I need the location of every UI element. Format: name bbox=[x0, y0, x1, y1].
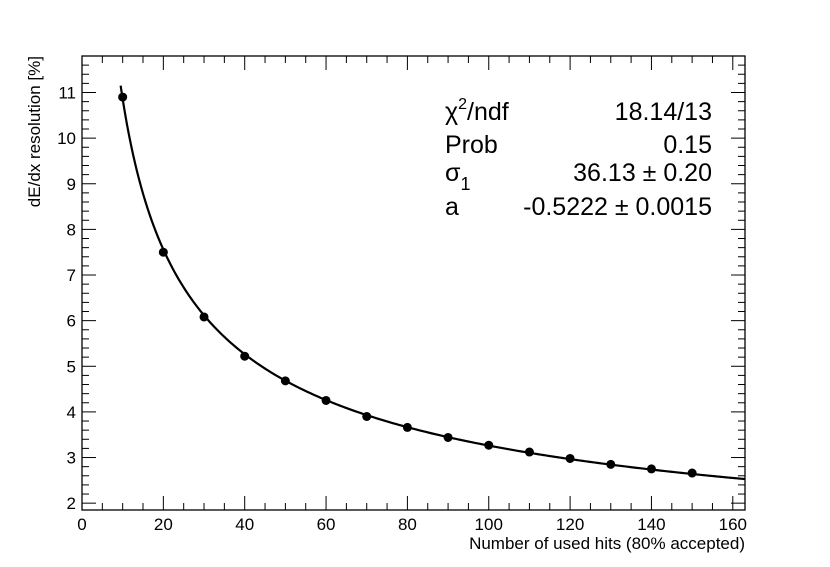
y-axis-title: dE/dx resolution [%] bbox=[25, 56, 44, 207]
y-tick-label: 5 bbox=[67, 357, 76, 376]
data-point bbox=[443, 432, 453, 442]
fit-stats-box: χ2/ndf 18.14/13 Prob 0.15 σ1 36.13 ± 0.2… bbox=[445, 96, 712, 221]
fit-curve bbox=[119, 85, 746, 481]
x-tick-label: 60 bbox=[317, 515, 336, 534]
y-tick-label: 8 bbox=[67, 220, 76, 239]
data-point bbox=[565, 453, 575, 463]
data-point bbox=[524, 447, 534, 457]
y-tick-label: 2 bbox=[67, 494, 76, 513]
axis-ticks bbox=[81, 55, 745, 510]
stat-prob-label: Prob bbox=[445, 131, 498, 159]
x-axis-title: Number of used hits (80% accepted) bbox=[469, 534, 745, 553]
stat-sigma1-label: σ1 bbox=[445, 159, 470, 194]
y-tick-label: 10 bbox=[57, 129, 76, 148]
stat-chi2-value: 18.14/13 bbox=[615, 98, 712, 126]
stat-prob-value: 0.15 bbox=[663, 131, 712, 159]
y-tick-label: 4 bbox=[67, 403, 76, 422]
data-point bbox=[118, 92, 128, 102]
stat-sigma1-value: 36.13 ± 0.20 bbox=[573, 159, 712, 187]
x-tick-label: 20 bbox=[154, 515, 173, 534]
x-tick-label: 140 bbox=[637, 515, 665, 534]
data-point bbox=[402, 422, 412, 432]
plot-frame bbox=[81, 55, 746, 511]
y-tick-label: 11 bbox=[58, 84, 76, 103]
data-point bbox=[646, 464, 656, 474]
data-points bbox=[118, 92, 697, 478]
x-tick-label: 80 bbox=[398, 515, 417, 534]
data-point bbox=[158, 247, 168, 257]
data-point bbox=[484, 440, 494, 450]
y-tick-label: 6 bbox=[67, 312, 76, 331]
data-point bbox=[199, 312, 209, 322]
y-tick-label: 9 bbox=[67, 175, 76, 194]
stat-chi2-label: χ2/ndf bbox=[445, 96, 509, 126]
stat-a-label: a bbox=[445, 193, 459, 221]
data-point bbox=[321, 395, 331, 405]
data-point bbox=[240, 351, 250, 361]
data-point bbox=[687, 468, 697, 478]
tick-labels: 0 20 40 60 80 100 120 140 160 2 3 4 5 6 7 8 9 10 11 bbox=[57, 84, 747, 534]
x-tick-label: 160 bbox=[719, 515, 747, 534]
data-point bbox=[606, 459, 616, 469]
y-tick-label: 3 bbox=[67, 449, 76, 468]
data-point bbox=[362, 411, 372, 421]
data-point bbox=[280, 376, 290, 386]
x-tick-label: 120 bbox=[556, 515, 584, 534]
x-tick-label: 100 bbox=[475, 515, 503, 534]
x-tick-label: 40 bbox=[235, 515, 254, 534]
stat-a-value: -0.5222 ± 0.0015 bbox=[523, 193, 712, 221]
y-tick-label: 7 bbox=[67, 266, 76, 285]
x-tick-label: 0 bbox=[77, 515, 86, 534]
